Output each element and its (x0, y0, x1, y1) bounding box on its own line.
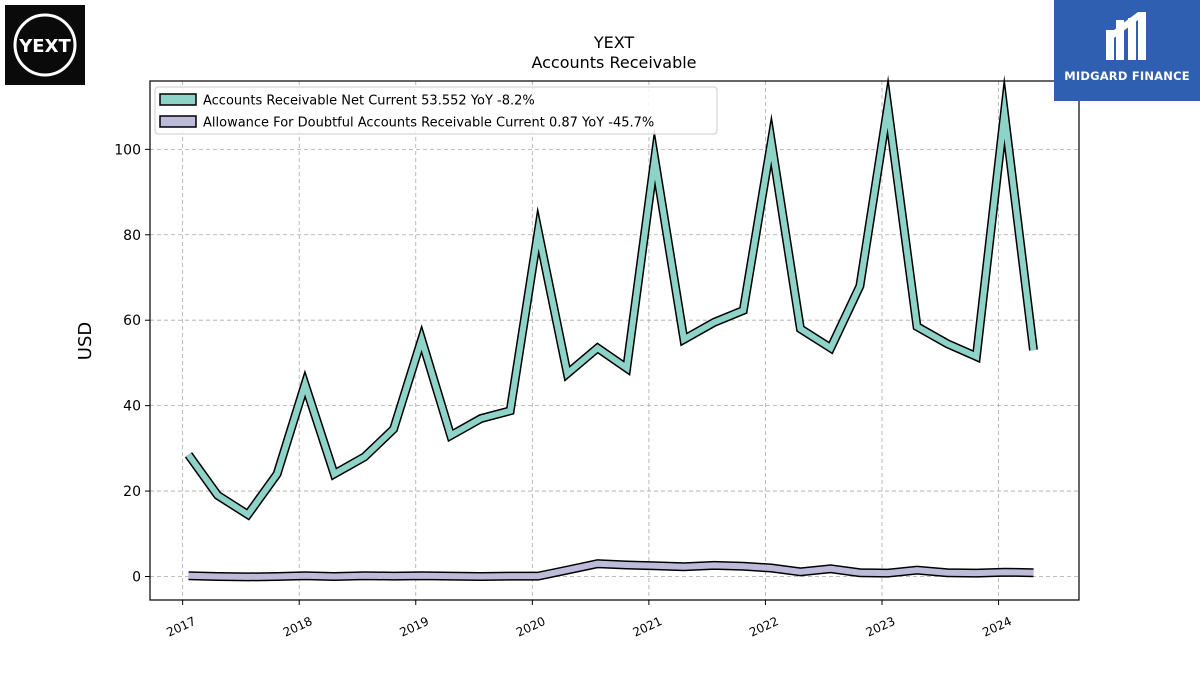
legend-label-allowance: Allowance For Doubtful Accounts Receivab… (203, 116, 654, 131)
legend-swatch-accounts-receivable (159, 93, 197, 106)
legend: Accounts Receivable Net Current 53.552 Y… (154, 86, 718, 135)
chart-title: YEXT (593, 33, 635, 52)
allowance-line (188, 559, 1034, 582)
x-tick-label: 2021 (631, 614, 665, 640)
y-axis-label: USD (75, 322, 96, 360)
yext-logo-icon: YEXT (13, 13, 77, 77)
chart-subtitle: Accounts Receivable (531, 53, 696, 72)
midgard-finance-brand-text: MIDGARD FINANCE (1064, 69, 1190, 83)
y-tick-label: 20 (123, 484, 141, 500)
x-tick-label: 2017 (164, 614, 198, 640)
x-tick-label: 2022 (747, 614, 781, 640)
grid (150, 81, 1079, 600)
midgard-finance-logo-icon (1106, 12, 1146, 60)
y-tick-label: 80 (123, 228, 141, 244)
accounts-receivable-line (184, 74, 1038, 521)
series-layer (184, 74, 1038, 582)
midgard-finance-logo: MIDGARD FINANCE (1054, 0, 1200, 101)
series-line-fill (186, 85, 1037, 519)
y-tick-label: 0 (132, 570, 141, 586)
y-tick-label: 40 (123, 399, 141, 415)
plot-frame (149, 80, 1080, 601)
y-tick-label: 100 (114, 142, 141, 158)
series-line-fill (188, 560, 1034, 580)
legend-label-accounts-receivable: Accounts Receivable Net Current 53.552 Y… (203, 94, 535, 109)
legend-box (154, 86, 718, 135)
x-tick-label: 2020 (514, 614, 548, 640)
x-axis: 2017 2018 2019 2020 2021 2022 2023 2024 (164, 600, 1014, 640)
yext-logo-text: YEXT (18, 36, 71, 57)
yext-logo: YEXT (5, 5, 85, 85)
legend-swatch-allowance (159, 115, 197, 128)
y-axis: 0 20 40 60 80 100 (114, 142, 150, 586)
x-tick-label: 2024 (980, 614, 1014, 640)
y-tick-label: 60 (123, 313, 141, 329)
series-line-outline (184, 74, 1038, 521)
x-tick-label: 2019 (397, 614, 431, 640)
x-tick-label: 2023 (864, 614, 898, 640)
x-tick-label: 2018 (281, 614, 315, 640)
